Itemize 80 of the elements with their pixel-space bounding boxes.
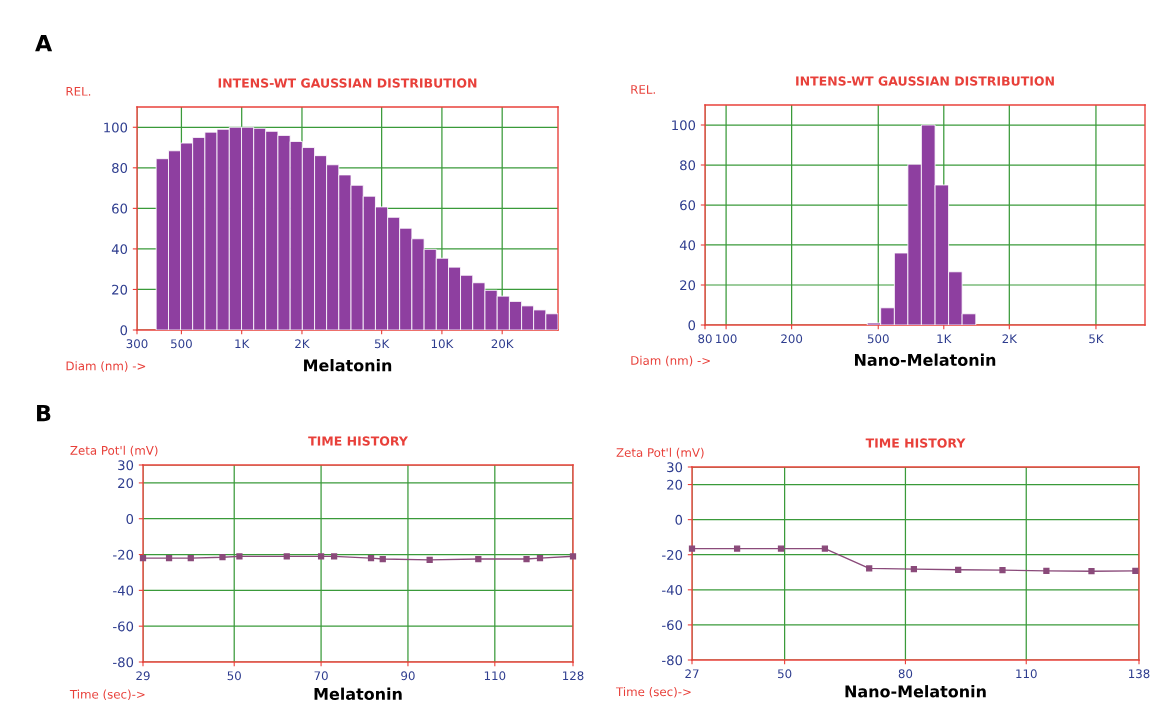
y-tick-label: -40: [662, 585, 683, 596]
y-tick-label: -20: [662, 549, 683, 560]
y-tick-label: -40: [113, 585, 134, 596]
text: Nano-Melatonin: [855, 353, 996, 366]
y-tick-label: 30: [118, 460, 134, 471]
x-tick-label: 500: [171, 339, 192, 349]
point: [999, 567, 1006, 574]
y-tick-label: -20: [113, 549, 134, 560]
y-tick-label: 0: [126, 513, 134, 524]
x-tick-label: 20K: [491, 339, 514, 349]
y-tick-label: 80: [680, 160, 696, 171]
x-axis-title: Diam (nm) ->: [631, 355, 710, 367]
x-axis-title: Diam (nm) ->: [66, 361, 146, 372]
x-tick-label: 1K: [937, 334, 952, 343]
x-tick-label: 2K: [295, 339, 310, 348]
y-tick-label: 60: [112, 203, 128, 214]
x-tick-label: 500: [867, 334, 889, 344]
y-tick-label: 30: [667, 462, 683, 473]
y-tick-label: 20: [680, 280, 696, 291]
point: [955, 566, 962, 573]
y-tick-label: 60: [680, 200, 696, 211]
text: Melatonin: [304, 358, 392, 372]
y-tick-label: -60: [113, 621, 134, 632]
point: [777, 545, 785, 552]
x-tick-label: 50: [227, 671, 241, 681]
x-tick-label: 128: [563, 671, 584, 681]
x-tick-label: 50: [778, 669, 792, 679]
y-tick-label: 20: [118, 478, 134, 489]
x-tick-label: 5K: [1089, 334, 1104, 344]
y-axis-title: REL.: [631, 85, 655, 94]
chart-title: INTENS-WT GAUSSIAN DISTRIBUTION: [796, 76, 1054, 86]
x-tick-label: 2K: [1002, 334, 1018, 343]
x-tick-label: 100: [716, 334, 737, 344]
point: [866, 565, 873, 572]
x-tick-label: 80: [898, 669, 913, 679]
text: B: [37, 404, 51, 422]
x-tick-label: 110: [484, 671, 506, 681]
point: [910, 565, 918, 573]
x-tick-label: 138: [1129, 669, 1150, 679]
point: [733, 545, 741, 552]
point: [688, 545, 696, 552]
chart-title: TIME HISTORY: [865, 438, 966, 448]
x-tick-label: 27: [685, 669, 699, 678]
x-tick-label: 90: [401, 671, 415, 681]
chart-title: TIME HISTORY: [308, 436, 408, 446]
point: [821, 545, 829, 552]
y-tick-label: 40: [111, 244, 128, 255]
x-tick-label: 300: [126, 339, 148, 349]
text: A: [35, 34, 53, 52]
point: [1132, 567, 1139, 574]
y-axis-title: Zeta Pot'l (mV): [70, 445, 158, 457]
x-tick-label: 80: [698, 334, 712, 344]
text: Nano-Melatonin: [845, 685, 986, 698]
x-tick-label: 200: [781, 334, 803, 344]
y-axis-title: Zeta Pot'l (mV): [616, 447, 704, 459]
y-axis-title: REL.: [66, 87, 91, 96]
x-tick-label: 29: [136, 671, 150, 681]
chart-title: INTENS-WT GAUSSIAN DISTRIBUTION: [218, 78, 477, 88]
y-tick-label: 100: [672, 120, 696, 131]
x-tick-label: 110: [1016, 669, 1037, 679]
point: [1043, 567, 1050, 574]
text: Melatonin: [314, 687, 402, 700]
x-tick-label: 10K: [431, 339, 454, 349]
point: [1088, 568, 1095, 575]
y-tick-label: 20: [667, 479, 683, 490]
y-tick-label: -80: [662, 655, 683, 666]
x-tick-label: 1K: [235, 339, 250, 348]
y-tick-label: 0: [675, 514, 683, 525]
x-axis-title: Time (sec)->: [615, 687, 691, 698]
y-tick-label: -60: [662, 620, 683, 631]
y-tick-label: 40: [679, 240, 696, 251]
x-axis-title: Time (sec)->: [69, 689, 145, 701]
x-tick-label: 70: [314, 671, 328, 681]
y-tick-label: 100: [104, 122, 128, 133]
y-tick-label: -80: [113, 657, 134, 668]
x-tick-label: 5K: [374, 339, 390, 349]
y-tick-label: 0: [688, 320, 696, 331]
y-tick-label: 20: [112, 284, 128, 295]
y-tick-label: 0: [120, 325, 128, 336]
y-tick-label: 80: [112, 163, 128, 174]
